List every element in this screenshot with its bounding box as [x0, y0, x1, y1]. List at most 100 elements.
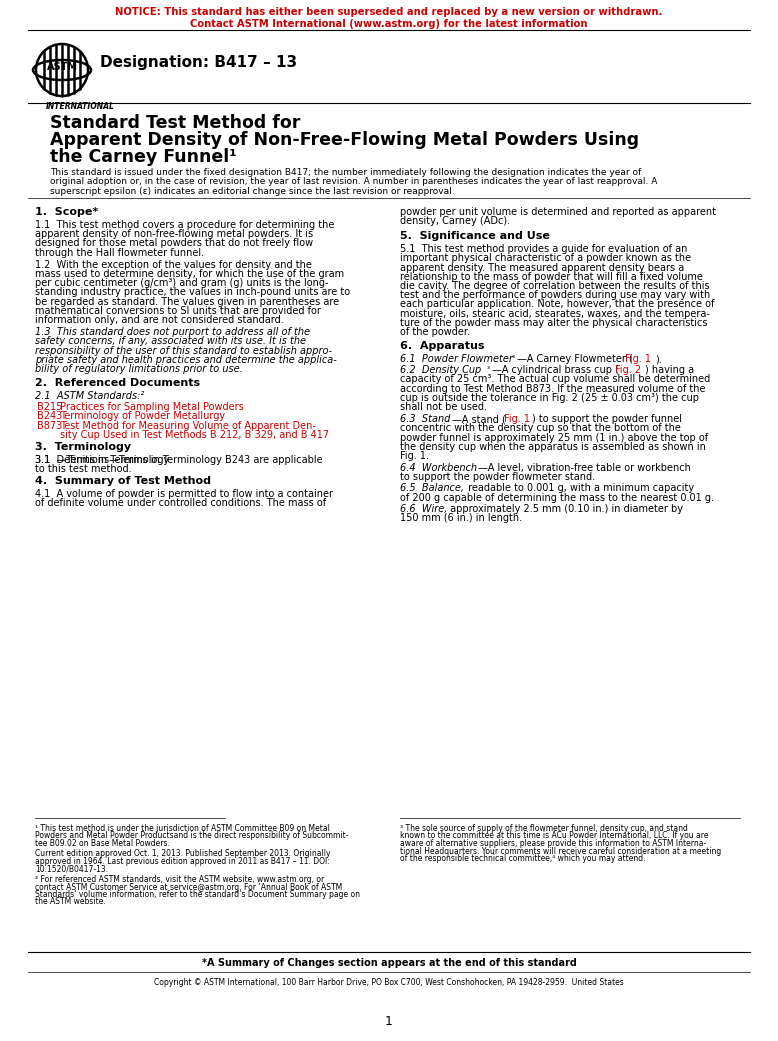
Text: 3.1  Definitions—Terms in Terminology B243 are applicable: 3.1 Definitions—Terms in Terminology B24…: [35, 455, 323, 464]
Text: ¹ This test method is under the jurisdiction of ASTM Committee B09 on Metal: ¹ This test method is under the jurisdic…: [35, 824, 330, 833]
Text: 3.  Terminology: 3. Terminology: [35, 441, 131, 452]
Text: designed for those metal powders that do not freely flow: designed for those metal powders that do…: [35, 238, 313, 249]
Text: —A stand (: —A stand (: [452, 414, 506, 424]
Text: of the powder.: of the powder.: [400, 327, 470, 337]
Text: cup is outside the tolerance in Fig. 2 (25 ± 0.03 cm³) the cup: cup is outside the tolerance in Fig. 2 (…: [400, 392, 699, 403]
Text: apparent density. The measured apparent density bears a: apparent density. The measured apparent …: [400, 262, 684, 273]
Text: ture of the powder mass may alter the physical characteristics: ture of the powder mass may alter the ph…: [400, 318, 707, 328]
Text: aware of alternative suppliers, please provide this information to ASTM Interna-: aware of alternative suppliers, please p…: [400, 839, 706, 848]
Text: original adoption or, in the case of revision, the year of last revision. A numb: original adoption or, in the case of rev…: [50, 178, 657, 186]
Text: tional Headquarters. Your comments will receive careful consideration at a meeti: tional Headquarters. Your comments will …: [400, 846, 721, 856]
Text: approximately 2.5 mm (0.10 in.) in diameter by: approximately 2.5 mm (0.10 in.) in diame…: [447, 504, 683, 513]
Text: capacity of 25 cm³. The actual cup volume shall be determined: capacity of 25 cm³. The actual cup volum…: [400, 375, 710, 384]
Text: concentric with the density cup so that the bottom of the: concentric with the density cup so that …: [400, 424, 681, 433]
Text: —A cylindrical brass cup (: —A cylindrical brass cup (: [492, 365, 619, 375]
Text: 1.  Scope*: 1. Scope*: [35, 207, 98, 217]
Text: Powders and Metal Powder Productsand is the direct responsibility of Subcommit-: Powders and Metal Powder Productsand is …: [35, 832, 349, 840]
Text: moisture, oils, stearic acid, stearates, waxes, and the tempera-: moisture, oils, stearic acid, stearates,…: [400, 308, 710, 319]
Text: Practices for Sampling Metal Powders: Practices for Sampling Metal Powders: [60, 402, 244, 412]
Text: 6.  Apparatus: 6. Apparatus: [400, 341, 485, 351]
Text: of the responsible technical committee,⁴ which you may attend.: of the responsible technical committee,⁴…: [400, 854, 646, 863]
Text: powder funnel is approximately 25 mm (1 in.) above the top of: powder funnel is approximately 25 mm (1 …: [400, 433, 708, 442]
Text: ) having a: ) having a: [645, 365, 694, 375]
Text: test and the performance of powders during use may vary with: test and the performance of powders duri…: [400, 290, 710, 300]
Text: of definite volume under controlled conditions. The mass of: of definite volume under controlled cond…: [35, 499, 326, 508]
Text: ).: ).: [655, 354, 662, 364]
Text: ³: ³: [512, 354, 515, 363]
Text: This standard is issued under the fixed designation B417; the number immediately: This standard is issued under the fixed …: [50, 168, 641, 177]
Text: Standard Test Method for: Standard Test Method for: [50, 115, 300, 132]
Text: die cavity. The degree of correlation between the results of this: die cavity. The degree of correlation be…: [400, 281, 710, 291]
Text: Current edition approved Oct. 1, 2013. Published September 2013. Originally: Current edition approved Oct. 1, 2013. P…: [35, 849, 331, 859]
Text: Designation: B417 – 13: Designation: B417 – 13: [100, 55, 297, 70]
Text: mathematical conversions to SI units that are provided for: mathematical conversions to SI units tha…: [35, 306, 321, 315]
Text: safety concerns, if any, associated with its use. It is the: safety concerns, if any, associated with…: [35, 336, 306, 347]
Text: be regarded as standard. The values given in parentheses are: be regarded as standard. The values give…: [35, 297, 339, 307]
Text: the Carney Funnel¹: the Carney Funnel¹: [50, 148, 237, 166]
Text: ASTM: ASTM: [47, 62, 78, 72]
Text: according to Test Method B873. If the measured volume of the: according to Test Method B873. If the me…: [400, 383, 706, 393]
Text: Contact ASTM International (www.astm.org) for the latest information: Contact ASTM International (www.astm.org…: [191, 19, 587, 29]
Text: 6.1  Powder Flowmeter: 6.1 Powder Flowmeter: [400, 354, 513, 364]
Text: 6.5  Balance,: 6.5 Balance,: [400, 483, 464, 493]
Text: 10.1520/B0417-13.: 10.1520/B0417-13.: [35, 864, 108, 873]
Text: B215: B215: [37, 402, 62, 412]
Text: 4.1  A volume of powder is permitted to flow into a container: 4.1 A volume of powder is permitted to f…: [35, 489, 333, 499]
Text: sity Cup Used in Test Methods B 212, B 329, and B 417: sity Cup Used in Test Methods B 212, B 3…: [60, 430, 329, 439]
Text: ³: ³: [487, 365, 490, 374]
Text: 5.  Significance and Use: 5. Significance and Use: [400, 231, 550, 242]
Text: responsibility of the user of this standard to establish appro-: responsibility of the user of this stand…: [35, 346, 332, 356]
Text: 6.4  Workbench: 6.4 Workbench: [400, 463, 477, 474]
Text: 1: 1: [385, 1015, 393, 1029]
Text: contact ASTM Customer Service at service@astm.org. For ’Annual Book of ASTM: contact ASTM Customer Service at service…: [35, 883, 342, 891]
Text: ³ The sole source of supply of the flowmeter funnel, density cup, and stand: ³ The sole source of supply of the flowm…: [400, 824, 688, 833]
Text: tee B09.02 on Base Metal Powders.: tee B09.02 on Base Metal Powders.: [35, 839, 170, 848]
Text: density, Carney (ADᴄ).: density, Carney (ADᴄ).: [400, 217, 510, 226]
Text: priate safety and health practices and determine the applica-: priate safety and health practices and d…: [35, 355, 337, 364]
Text: 1.1  This test method covers a procedure for determining the: 1.1 This test method covers a procedure …: [35, 220, 335, 230]
Text: 2.  Referenced Documents: 2. Referenced Documents: [35, 378, 200, 388]
Text: powder per unit volume is determined and reported as apparent: powder per unit volume is determined and…: [400, 207, 716, 217]
Text: apparent density of non-free-flowing metal powders. It is: apparent density of non-free-flowing met…: [35, 229, 313, 239]
Text: each particular application. Note, however, that the presence of: each particular application. Note, howev…: [400, 300, 714, 309]
Text: bility of regulatory limitations prior to use.: bility of regulatory limitations prior t…: [35, 364, 243, 374]
Text: Fig. 1: Fig. 1: [504, 414, 530, 424]
Text: Standards‘ volume information, refer to the standard’s Document Summary page on: Standards‘ volume information, refer to …: [35, 890, 360, 899]
Text: Test Method for Measuring Volume of Apparent Den-: Test Method for Measuring Volume of Appa…: [60, 421, 316, 431]
Text: of 200 g capable of determining the mass to the nearest 0.01 g.: of 200 g capable of determining the mass…: [400, 492, 714, 503]
Text: 1.3  This standard does not purport to address all of the: 1.3 This standard does not purport to ad…: [35, 327, 310, 337]
Text: 2.1  ASTM Standards:²: 2.1 ASTM Standards:²: [35, 391, 144, 401]
Text: Fig. 1.: Fig. 1.: [400, 451, 429, 461]
Text: superscript epsilon (ε) indicates an editorial change since the last revision or: superscript epsilon (ε) indicates an edi…: [50, 187, 454, 196]
Text: 4.  Summary of Test Method: 4. Summary of Test Method: [35, 476, 211, 486]
Text: the ASTM website.: the ASTM website.: [35, 897, 106, 907]
Text: to support the powder flowmeter stand.: to support the powder flowmeter stand.: [400, 473, 595, 482]
Text: B873: B873: [37, 421, 62, 431]
Text: Apparent Density of Non-Free-Flowing Metal Powders Using: Apparent Density of Non-Free-Flowing Met…: [50, 131, 639, 149]
Text: Fig. 2: Fig. 2: [615, 365, 641, 375]
Text: through the Hall flowmeter funnel.: through the Hall flowmeter funnel.: [35, 248, 204, 257]
Text: standing industry practice, the values in inch-pound units are to: standing industry practice, the values i…: [35, 287, 350, 298]
Text: —A level, vibration-free table or workbench: —A level, vibration-free table or workbe…: [478, 463, 691, 474]
Text: NOTICE: This standard has either been superseded and replaced by a new version o: NOTICE: This standard has either been su…: [115, 7, 663, 17]
Text: ) to support the powder funnel: ) to support the powder funnel: [532, 414, 682, 424]
Text: relationship to the mass of powder that will fill a fixed volume: relationship to the mass of powder that …: [400, 272, 703, 282]
Text: 6.2  Density Cup: 6.2 Density Cup: [400, 365, 482, 375]
Text: Copyright © ASTM International, 100 Barr Harbor Drive, PO Box C700, West Conshoh: Copyright © ASTM International, 100 Barr…: [154, 977, 624, 987]
Text: 6.6  Wire,: 6.6 Wire,: [400, 504, 447, 513]
Text: known to the committee at this time is ACu Powder International, LLC. If you are: known to the committee at this time is A…: [400, 832, 709, 840]
Text: —A Carney Flowmeter (: —A Carney Flowmeter (: [517, 354, 633, 364]
Text: *A Summary of Changes section appears at the end of this standard: *A Summary of Changes section appears at…: [202, 958, 576, 968]
Text: readable to 0.001 g, with a minimum capacity: readable to 0.001 g, with a minimum capa…: [465, 483, 694, 493]
Text: 3.1  —Terms in Terminology: 3.1 —Terms in Terminology: [35, 455, 173, 464]
Text: mass used to determine density, for which the use of the gram: mass used to determine density, for whic…: [35, 269, 344, 279]
Text: to this test method.: to this test method.: [35, 464, 131, 474]
Text: 5.1  This test method provides a guide for evaluation of an: 5.1 This test method provides a guide fo…: [400, 245, 688, 254]
Text: 150 mm (6 in.) in length.: 150 mm (6 in.) in length.: [400, 513, 522, 523]
Text: important physical characteristic of a powder known as the: important physical characteristic of a p…: [400, 253, 691, 263]
Text: per cubic centimeter (g/cm³) and gram (g) units is the long-: per cubic centimeter (g/cm³) and gram (g…: [35, 278, 328, 288]
Text: information only, and are not considered standard.: information only, and are not considered…: [35, 315, 284, 325]
Text: 1.2  With the exception of the values for density and the: 1.2 With the exception of the values for…: [35, 260, 312, 270]
Text: ² For referenced ASTM standards, visit the ASTM website, www.astm.org, or: ² For referenced ASTM standards, visit t…: [35, 875, 324, 884]
Text: 6.3  Stand: 6.3 Stand: [400, 414, 450, 424]
